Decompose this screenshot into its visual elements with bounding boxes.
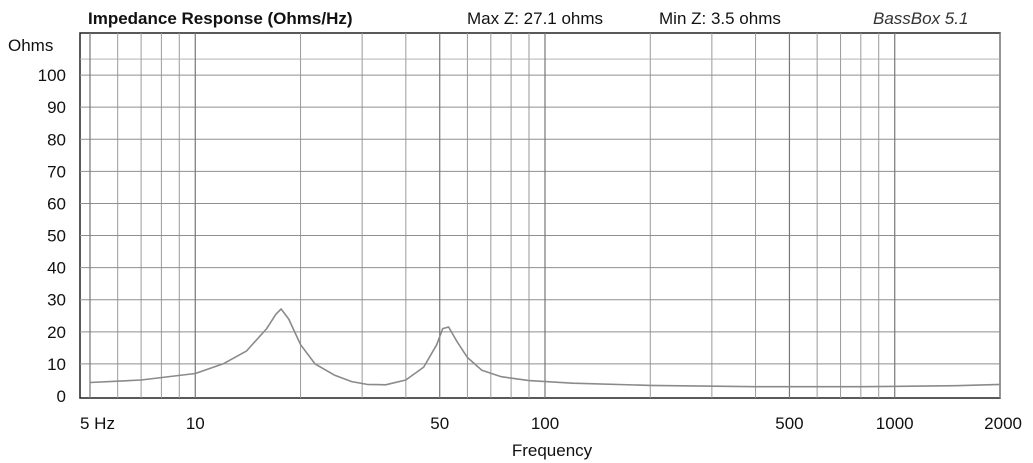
y-tick-label: 10 [47, 355, 66, 374]
max-z-readout: Max Z: 27.1 ohms [467, 9, 604, 28]
minor-grid [80, 33, 1001, 398]
y-tick-label: 70 [47, 162, 66, 181]
y-tick-label: 90 [47, 98, 66, 117]
x-tick-label: 5 Hz [80, 414, 115, 433]
x-tick-label: 10 [186, 414, 205, 433]
y-tick-label: 60 [47, 194, 66, 213]
y-tick-label: 30 [47, 291, 66, 310]
y-tick-label: 100 [38, 66, 66, 85]
x-tick-label: 500 [775, 414, 803, 433]
x-tick-label: 1000 [876, 414, 914, 433]
y-tick-label: 80 [47, 130, 66, 149]
x-tick-label: 100 [531, 414, 559, 433]
min-z-readout: Min Z: 3.5 ohms [659, 9, 781, 28]
y-tick-label: 50 [47, 227, 66, 246]
chart-title: Impedance Response (Ohms/Hz) [88, 9, 353, 28]
y-tick-label: 0 [57, 387, 66, 406]
x-axis-label: Frequency [512, 441, 593, 460]
plot-frame [79, 32, 1001, 399]
y-tick-label: 40 [47, 259, 66, 278]
brand-label: BassBox 5.1 [873, 9, 969, 28]
impedance-series-line [89, 308, 1001, 388]
series-group [89, 308, 1001, 388]
y-tick-labels: 0 10 20 30 40 50 60 70 80 90 100 [38, 66, 66, 406]
y-axis-unit-label: Ohms [8, 36, 53, 55]
y-tick-label: 20 [47, 323, 66, 342]
x-tick-labels: 5 Hz 10 50 100 500 1000 2000 [80, 414, 1022, 433]
x-tick-label: 50 [430, 414, 449, 433]
x-tick-label: 2000 [984, 414, 1022, 433]
